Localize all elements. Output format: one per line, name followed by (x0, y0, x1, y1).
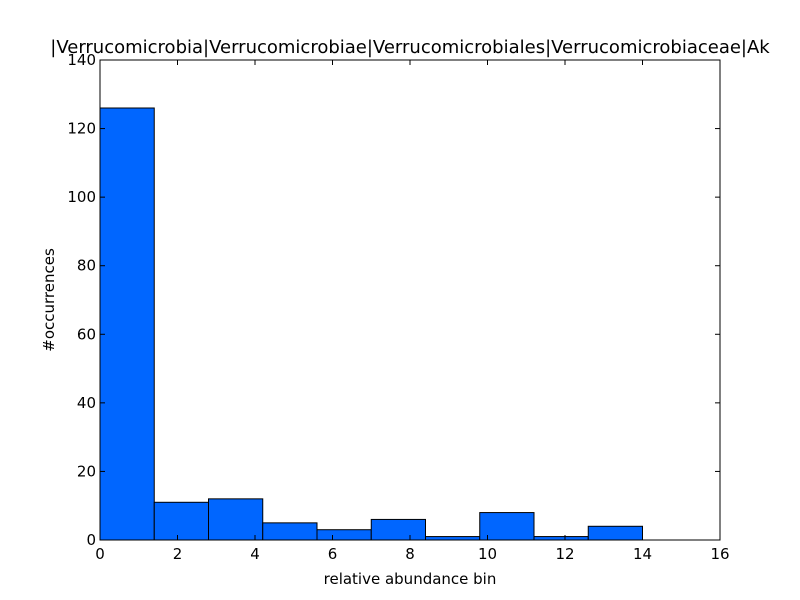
x-tick-label-8: 8 (405, 545, 415, 563)
histogram-bar-1 (153, 501, 209, 541)
y-tick-label-120: 120 (67, 120, 96, 138)
y-tick-label-40: 40 (77, 394, 96, 412)
x-tick-label-14: 14 (633, 545, 652, 563)
histogram-bar-9 (587, 525, 643, 541)
x-tick-label-6: 6 (328, 545, 338, 563)
x-tick-label-0: 0 (95, 545, 105, 563)
plot-area-frame (99, 59, 721, 541)
x-tick-label-12: 12 (555, 545, 574, 563)
chart-title: |Verrucomicrobia|Verrucomicrobiae|Verruc… (50, 37, 770, 58)
y-tick-label-140: 140 (67, 51, 96, 69)
x-tick-label-2: 2 (173, 545, 183, 563)
x-axis-label: relative abundance bin (324, 570, 497, 588)
y-tick-label-80: 80 (77, 257, 96, 275)
histogram-bar-0 (99, 107, 155, 541)
y-tick-label-0: 0 (86, 531, 96, 549)
x-tick-label-4: 4 (250, 545, 260, 563)
histogram-bar-7 (479, 512, 535, 541)
y-axis-label: #occurrences (40, 248, 58, 352)
y-tick-label-60: 60 (77, 325, 96, 343)
axis-ticks: 0 2 4 6 8 10 12 14 16 0 20 40 60 80 100 120 140 (67, 51, 729, 563)
histogram-bar-6 (425, 536, 481, 541)
bars (99, 107, 643, 541)
y-tick-label-20: 20 (77, 462, 96, 480)
x-tick-label-10: 10 (478, 545, 497, 563)
x-tick-label-16: 16 (710, 545, 729, 563)
histogram-bar-8 (533, 536, 589, 541)
histogram-bar-3 (262, 522, 318, 541)
histogram-bar-5 (370, 518, 426, 541)
y-tick-label-100: 100 (67, 188, 96, 206)
histogram-bar-4 (316, 529, 372, 541)
histogram-bar-2 (208, 498, 264, 541)
